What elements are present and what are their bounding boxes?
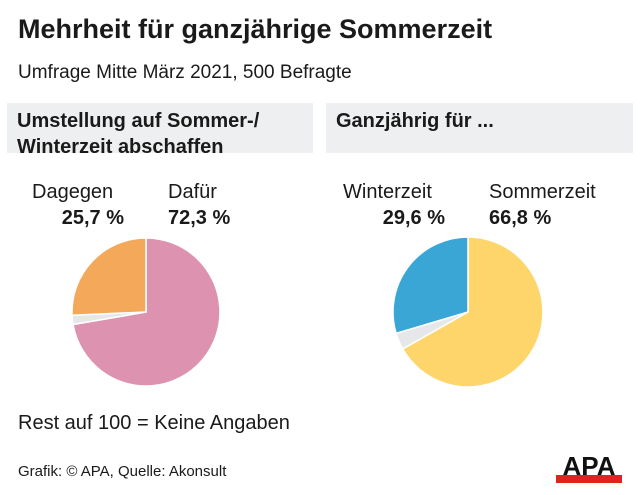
- value-winterzeit: 29,6 %: [382, 207, 445, 229]
- footnote: Rest auf 100 = Keine Angaben: [18, 412, 290, 434]
- right-panel-title: Ganzjährig für ...: [336, 110, 494, 132]
- pie-slice-winterzeit: [392, 236, 469, 335]
- label-dafuer: Dafür: [168, 181, 217, 203]
- right-panel-header: Ganzjährig für ...: [326, 103, 633, 153]
- chart-subtitle: Umfrage Mitte März 2021, 500 Befragte: [18, 62, 352, 83]
- svg-text:APA: APA: [563, 452, 616, 481]
- left-panel-title: Umstellung auf Sommer-/ Winterzeit absch…: [17, 110, 260, 158]
- label-winterzeit: Winterzeit: [343, 181, 432, 203]
- label-sommerzeit: Sommerzeit: [489, 181, 596, 203]
- chart-title: Mehrheit für ganzjährige Sommerzeit: [18, 14, 493, 44]
- value-dafuer: 72,3 %: [168, 207, 231, 229]
- apa-logo: APA: [556, 452, 622, 484]
- value-dagegen: 25,7 %: [61, 207, 124, 229]
- pie-slice-dagegen: [71, 237, 147, 317]
- value-sommerzeit: 66,8 %: [489, 207, 552, 229]
- label-dagegen: Dagegen: [32, 181, 114, 203]
- pie-slice-sommerzeit: [401, 236, 544, 388]
- left-panel-header: Umstellung auf Sommer-/ Winterzeit absch…: [7, 103, 313, 158]
- source-credit: Grafik: © APA, Quelle: Akonsult: [18, 463, 227, 480]
